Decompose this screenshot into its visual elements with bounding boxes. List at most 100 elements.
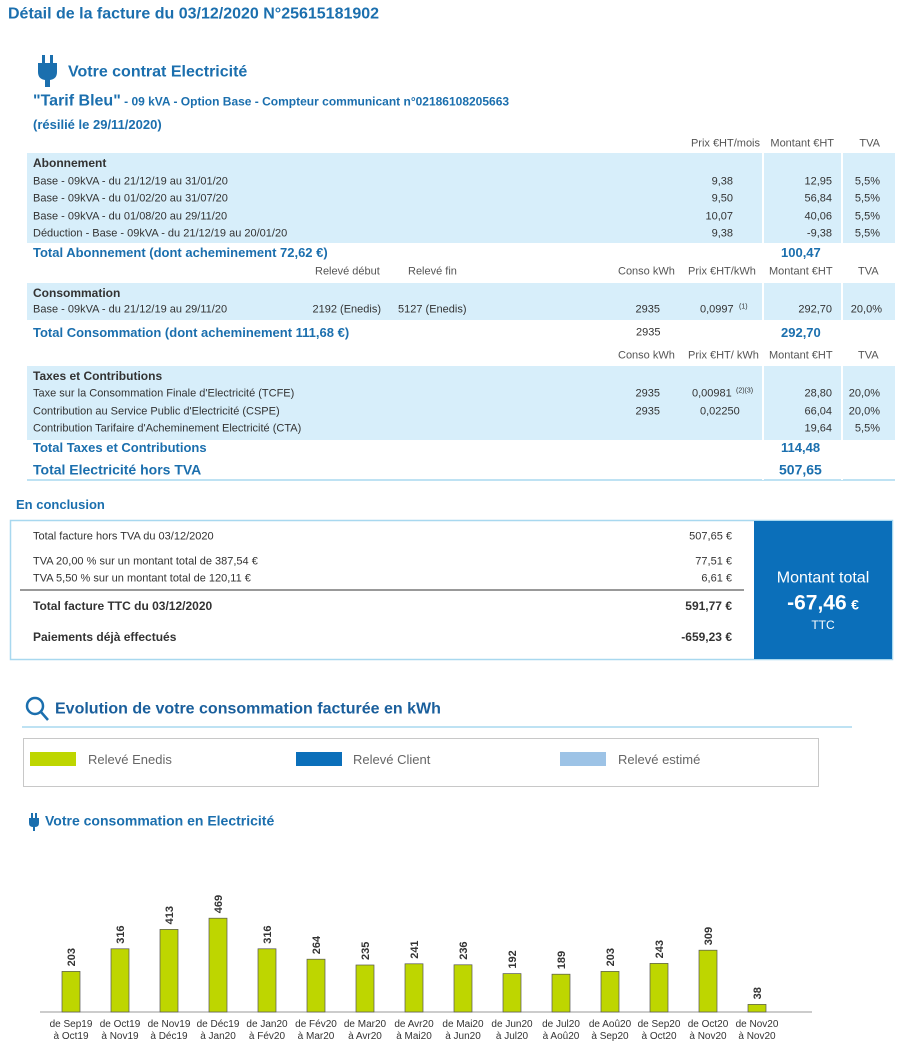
- x-tick-label: de Fév20 à Mar20: [295, 1019, 337, 1042]
- panel-suffix: TTC: [811, 617, 835, 632]
- bar: [110, 948, 130, 1013]
- bar: [453, 964, 473, 1013]
- legend-swatch: [30, 752, 76, 766]
- x-tick-label: de Avr20 à Mai20: [394, 1019, 434, 1042]
- amount: 12,95: [804, 175, 832, 188]
- bar: [649, 963, 669, 1013]
- paid-label: Paiements déjà effectués: [33, 629, 177, 644]
- panel-currency: €: [851, 596, 859, 613]
- abonnement-block: [27, 153, 895, 243]
- column-header: Conso kWh: [618, 265, 675, 278]
- column-header: Prix €HT/ kWh: [688, 349, 759, 362]
- column-separator: [762, 153, 764, 480]
- vat-rate: 5,5%: [854, 192, 880, 205]
- bar-value-label: 243: [654, 940, 666, 958]
- bar-value-label: 235: [360, 942, 372, 960]
- total-amount: 114,48: [781, 440, 821, 456]
- bar-value-label: 38: [752, 987, 764, 999]
- unit-price: 9,38: [711, 175, 733, 188]
- taxes-block: [27, 366, 895, 440]
- vat-rate: 5,5%: [854, 227, 880, 240]
- start-reading: 2192 (Enedis): [312, 303, 382, 316]
- amount: 28,80: [804, 387, 832, 400]
- section-label: Taxes et Contributions: [33, 368, 163, 383]
- x-tick-label: de Jul20 à Aoû20: [542, 1019, 580, 1042]
- legend-label: Relevé Client: [353, 752, 431, 768]
- vat-rate: 5,5%: [854, 422, 880, 435]
- bar: [502, 973, 522, 1013]
- chart-title: Votre consommation en Electricité: [45, 812, 275, 829]
- total-amount: 100,47: [781, 245, 821, 261]
- amount: 56,84: [804, 192, 832, 205]
- footnote-ref: (2)(3): [736, 387, 754, 395]
- unit-price: 0,00981: [692, 387, 732, 400]
- panel-amount: -67,46 €: [754, 590, 892, 615]
- column-header: Relevé début: [315, 265, 380, 278]
- bar-value-label: 203: [605, 948, 617, 966]
- column-header: Conso kWh: [618, 349, 675, 362]
- column-header: TVA: [858, 265, 879, 278]
- bar-value-label: 264: [311, 935, 323, 954]
- bar-value-label: 189: [556, 951, 568, 969]
- conclusion-box: [9, 519, 894, 661]
- amount: 40,06: [804, 210, 832, 222]
- legend-swatch: [560, 752, 606, 766]
- bar-value-label: 413: [164, 906, 176, 924]
- unit-price: 0,02250: [700, 404, 740, 417]
- unit-price: 9,50: [711, 192, 733, 205]
- page-title: Détail de la facture du 03/12/2020 N°256…: [8, 5, 380, 23]
- row-label: Contribution Tarifaire d'Acheminement El…: [33, 422, 302, 435]
- consommation-block: [27, 283, 895, 320]
- small-plug-icon: [29, 813, 39, 831]
- summary-amount: 77,51 €: [695, 555, 732, 568]
- footnote-ref: (1): [739, 303, 748, 311]
- row-label: Base - 09kVA - du 21/12/19 au 29/11/20: [33, 303, 228, 316]
- conclusion-heading: En conclusion: [16, 497, 105, 513]
- column-header: Montant €HT: [769, 265, 833, 278]
- evolution-heading: Evolution de votre consommation facturée…: [55, 700, 441, 718]
- section-label: Abonnement: [33, 155, 107, 170]
- x-tick-label: de Sep20 à Oct20: [637, 1019, 681, 1042]
- bar: [208, 917, 228, 1013]
- total-amount: 292,70: [781, 325, 821, 341]
- total-panel: [754, 521, 892, 659]
- row-label: Taxe sur la Consommation Finale d'Electr…: [33, 387, 295, 400]
- grand-total-label: Total Electricité hors TVA: [33, 461, 202, 478]
- column-header: Prix €HT/mois: [690, 137, 760, 150]
- bar-value-label: 241: [409, 940, 421, 958]
- summary-label: TVA 20,00 % sur un montant total de 387,…: [33, 555, 258, 568]
- magnifier-icon: [25, 696, 49, 721]
- column-header: Montant €HT: [770, 137, 834, 150]
- unit-price: 9,38: [711, 227, 733, 240]
- section-label: Consommation: [33, 285, 121, 300]
- bar: [404, 963, 424, 1013]
- row-label: Base - 09kVA - du 01/08/20 au 29/11/20: [33, 210, 228, 222]
- column-header: TVA: [859, 137, 880, 150]
- bar: [61, 971, 81, 1013]
- summary-label: Total facture hors TVA du 03/12/2020: [33, 530, 214, 543]
- bar-value-label: 236: [458, 941, 470, 959]
- end-reading: 5127 (Enedis): [398, 303, 467, 316]
- column-header: TVA: [858, 349, 879, 362]
- bar-value-label: 192: [507, 950, 519, 968]
- vat-rate: 20,0%: [850, 303, 882, 316]
- bar-value-label: 469: [213, 895, 225, 913]
- column-header: Relevé fin: [408, 265, 457, 278]
- ttc-amount: 591,77 €: [685, 598, 732, 613]
- bar: [747, 1004, 767, 1013]
- x-tick-label: de Déc19 à Jan20: [196, 1019, 240, 1042]
- tariff: "Tarif Bleu": [33, 92, 121, 110]
- row-label: Base - 09kVA - du 21/12/19 au 31/01/20: [33, 175, 228, 188]
- x-tick-label: de Aoû20 à Sep20: [588, 1019, 632, 1042]
- plug-icon: [38, 55, 57, 87]
- unit-price: 10,07: [705, 210, 733, 222]
- x-tick-label: de Nov19 à Déc19: [147, 1019, 191, 1042]
- total-label: Total Taxes et Contributions: [33, 440, 207, 456]
- legend-label: Relevé estimé: [618, 752, 701, 768]
- contract-line: "Tarif Bleu" - 09 kVA - Option Base - Co…: [33, 91, 509, 110]
- x-tick-label: de Sep19 à Oct19: [49, 1019, 93, 1042]
- panel-label: Montant total: [776, 569, 870, 587]
- x-tick-label: de Jun20 à Jul20: [491, 1019, 533, 1042]
